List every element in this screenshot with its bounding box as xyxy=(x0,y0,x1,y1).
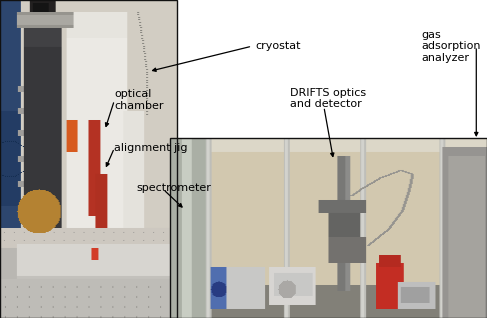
Bar xyxy=(170,138,487,318)
Text: gas
adsorption
analyzer: gas adsorption analyzer xyxy=(421,30,481,63)
Text: DRIFTS optics
and detector: DRIFTS optics and detector xyxy=(290,88,366,109)
Text: spectrometer: spectrometer xyxy=(136,183,211,193)
Text: optical
chamber: optical chamber xyxy=(114,89,164,111)
Text: cryostat: cryostat xyxy=(256,41,301,51)
Bar xyxy=(0,0,177,318)
Text: alignment jig: alignment jig xyxy=(114,143,188,153)
